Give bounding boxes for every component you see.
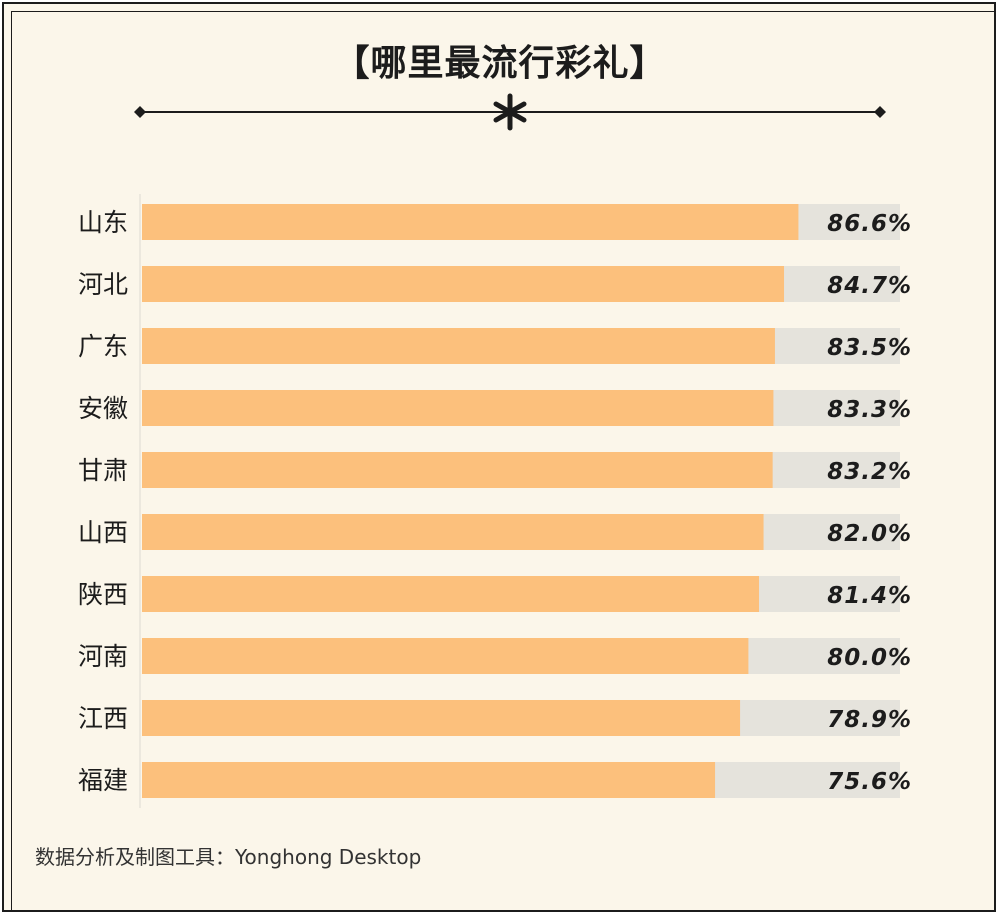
category-label: 福建 <box>78 766 128 795</box>
category-label: 陕西 <box>78 580 128 609</box>
bar <box>142 576 760 612</box>
value-label: 86.6% <box>827 211 912 237</box>
divider-ornament <box>134 93 886 131</box>
category-label: 山东 <box>78 208 128 237</box>
category-label: 广东 <box>78 332 128 361</box>
value-label: 82.0% <box>827 521 912 547</box>
value-label: 81.4% <box>827 583 912 609</box>
source-note: 数据分析及制图工具：Yonghong Desktop <box>35 845 422 869</box>
bar <box>142 204 799 240</box>
bar <box>142 700 741 736</box>
bar <box>142 638 749 674</box>
value-label: 84.7% <box>827 273 912 299</box>
bar <box>142 452 773 488</box>
value-label: 75.6% <box>827 769 912 795</box>
value-label: 80.0% <box>827 645 912 671</box>
category-label: 河南 <box>78 642 128 671</box>
category-label: 甘肃 <box>78 456 128 485</box>
bar <box>142 762 716 798</box>
value-label: 83.3% <box>827 397 912 423</box>
value-label: 78.9% <box>827 707 912 733</box>
value-label: 83.5% <box>827 335 912 361</box>
value-label: 83.2% <box>827 459 912 485</box>
bar <box>142 514 764 550</box>
divider-right-diamond <box>874 106 886 118</box>
bar <box>142 328 775 364</box>
divider-asterisk-icon <box>493 93 527 131</box>
inner-frame <box>11 11 995 911</box>
chart-title: 【哪里最流行彩礼】 <box>333 43 667 84</box>
divider-left-diamond <box>134 106 146 118</box>
category-label: 安徽 <box>78 394 128 423</box>
category-label: 山西 <box>78 518 128 547</box>
category-label: 河北 <box>78 270 128 299</box>
category-label: 江西 <box>78 704 128 733</box>
bar <box>142 266 785 302</box>
bar <box>142 390 774 426</box>
